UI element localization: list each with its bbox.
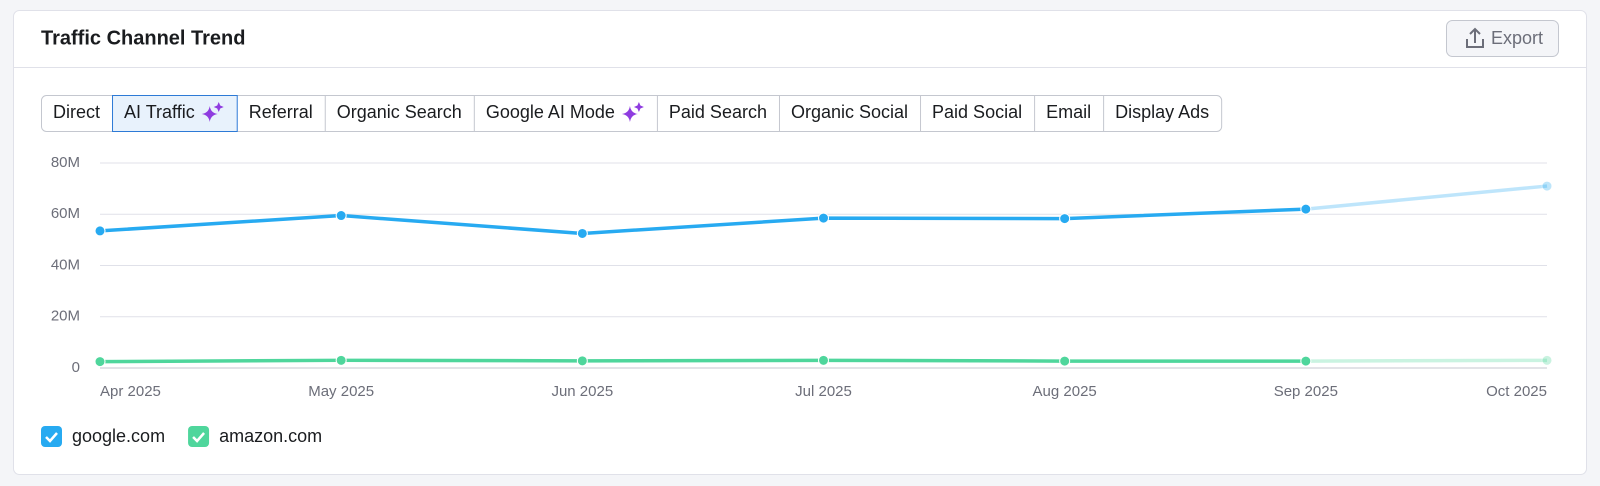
data-point — [818, 354, 829, 366]
legend-item[interactable]: google.com — [41, 426, 165, 447]
data-point — [1059, 213, 1071, 225]
tab[interactable]: Email — [1035, 96, 1104, 132]
x-tick-label: Jul 2025 — [795, 383, 852, 400]
y-tick-label: 80M — [51, 154, 80, 171]
data-point — [335, 354, 347, 366]
series-line — [99, 358, 1306, 364]
data-point — [335, 210, 347, 222]
data-point — [576, 355, 588, 367]
data-point — [818, 212, 829, 224]
tab[interactable]: Organic Social — [779, 96, 920, 132]
tab-label[interactable]: Organic Social — [791, 102, 908, 122]
export-button[interactable]: Export — [1446, 20, 1559, 57]
tab-box[interactable] — [112, 95, 238, 132]
legend-checkbox[interactable] — [188, 426, 210, 447]
data-point — [1300, 203, 1312, 215]
x-tick-label: Jun 2025 — [551, 383, 613, 400]
tab-bar: Direct Referral Organic Search Google AI Mo… — [41, 95, 1223, 132]
tab[interactable]: Paid Social — [921, 96, 1035, 132]
x-tick-label: Oct 2025 — [1486, 383, 1547, 400]
card — [13, 10, 1587, 475]
sparkle-icon — [201, 102, 224, 122]
series-line-projected — [1305, 184, 1548, 211]
x-tick-label: Sep 2025 — [1274, 383, 1338, 400]
tab-label[interactable]: Paid Social — [932, 102, 1022, 122]
legend: google.com amazon.com — [41, 426, 322, 447]
data-point — [576, 227, 588, 239]
export-icon — [1466, 27, 1484, 48]
legend-label[interactable]: google.com — [72, 426, 165, 446]
tab-label[interactable]: Display Ads — [1115, 102, 1209, 122]
legend-checkbox[interactable] — [41, 426, 62, 447]
tab-label[interactable]: Email — [1046, 102, 1091, 122]
x-tick-label: May 2025 — [308, 383, 374, 400]
data-point — [1541, 180, 1553, 192]
y-tick-label: 20M — [51, 308, 80, 325]
chart: 0 20M 40M 60M 80M Apr 2025 May 2025 Jun 2025 Jul… — [51, 154, 1553, 400]
tab-label[interactable]: Paid Search — [669, 102, 767, 122]
tab[interactable]: Organic Search — [325, 96, 474, 132]
tab[interactable]: Google AI Mode — [474, 96, 657, 132]
legend-label[interactable]: amazon.com — [219, 426, 322, 446]
tab[interactable]: Paid Search — [657, 96, 779, 132]
tab-label[interactable]: Direct — [53, 102, 100, 122]
data-point — [1541, 354, 1553, 366]
series-line-projected — [1305, 358, 1548, 363]
check-mark — [192, 432, 206, 443]
tab-label[interactable]: AI Traffic — [124, 102, 195, 122]
y-tick-label: 0 — [72, 359, 80, 376]
x-tick-label: Aug 2025 — [1033, 383, 1097, 400]
tab-label[interactable]: Organic Search — [337, 102, 462, 122]
data-point — [1300, 355, 1312, 367]
data-point — [1059, 355, 1071, 367]
card-title: Traffic Channel Trend — [41, 27, 245, 49]
export-label[interactable]: Export — [1491, 28, 1543, 48]
tab[interactable]: Display Ads — [1104, 96, 1222, 132]
y-tick-label: 60M — [51, 205, 80, 222]
sparkle-icon — [621, 102, 644, 122]
y-tick-label: 40M — [51, 256, 80, 273]
tab[interactable]: Direct — [42, 96, 113, 132]
tab[interactable]: AI Traffic — [112, 95, 238, 132]
check-mark — [45, 432, 58, 443]
tab[interactable]: Referral — [237, 96, 325, 132]
x-tick-label: Apr 2025 — [100, 383, 161, 400]
legend-item[interactable]: amazon.com — [188, 426, 322, 447]
tab-label[interactable]: Google AI Mode — [486, 102, 615, 122]
data-point — [94, 356, 106, 368]
tab-label[interactable]: Referral — [249, 102, 313, 122]
data-point — [94, 225, 106, 237]
series-line — [99, 207, 1306, 236]
